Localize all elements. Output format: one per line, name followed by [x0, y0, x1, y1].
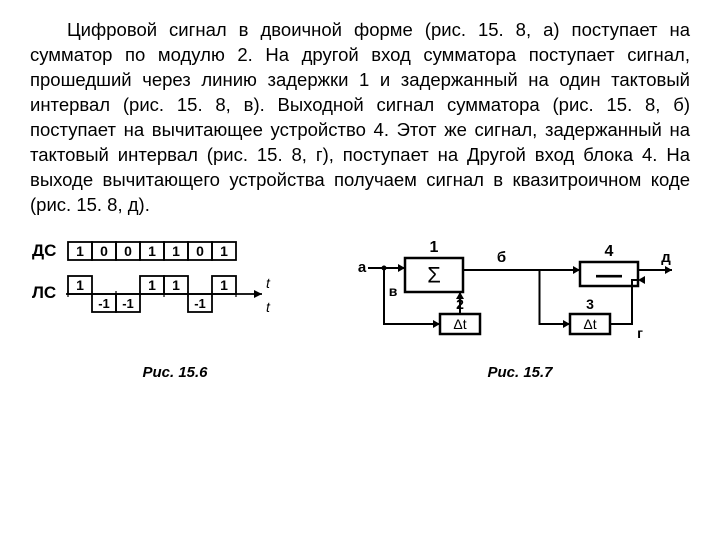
svg-text:1: 1: [148, 243, 156, 259]
svg-text:Δt: Δt: [453, 316, 466, 332]
svg-text:0: 0: [100, 243, 108, 259]
svg-text:в: в: [389, 283, 398, 299]
svg-text:а: а: [358, 259, 367, 276]
svg-text:д: д: [661, 249, 671, 266]
fig157-caption: Рис. 15.7: [350, 364, 690, 381]
svg-text:-1: -1: [122, 296, 134, 311]
figures-row: ДС1001101ЛСtt 1111-1-1-1 Рис. 15.6 Σ1—4Δ…: [30, 236, 690, 381]
svg-text:1: 1: [148, 277, 156, 293]
svg-text:t: t: [266, 299, 271, 315]
svg-text:—: —: [596, 259, 622, 289]
svg-text:1: 1: [172, 243, 180, 259]
body-paragraph: Цифровой сигнал в двоичной форме (рис. 1…: [30, 18, 690, 218]
svg-text:0: 0: [196, 243, 204, 259]
svg-text:1: 1: [220, 277, 228, 293]
svg-text:t: t: [266, 275, 271, 291]
svg-text:Σ: Σ: [427, 262, 441, 287]
svg-text:-1: -1: [194, 296, 206, 311]
svg-text:0: 0: [124, 243, 132, 259]
svg-text:ЛС: ЛС: [32, 283, 56, 302]
svg-text:б: б: [497, 249, 506, 266]
svg-text:1: 1: [430, 239, 439, 256]
svg-text:ДС: ДС: [32, 241, 56, 260]
svg-text:1: 1: [172, 277, 180, 293]
svg-text:1: 1: [220, 243, 228, 259]
svg-text:Δt: Δt: [583, 316, 596, 332]
svg-text:1: 1: [76, 277, 84, 293]
svg-text:1: 1: [76, 243, 84, 259]
figure-15-6: ДС1001101ЛСtt 1111-1-1-1 Рис. 15.6: [30, 236, 320, 381]
svg-text:-1: -1: [98, 296, 110, 311]
svg-text:4: 4: [605, 243, 614, 260]
svg-text:г: г: [637, 325, 643, 341]
svg-text:3: 3: [586, 296, 594, 312]
fig156-caption: Рис. 15.6: [30, 364, 320, 381]
figure-15-7: Σ1—4Δt2Δt3абгдв Рис. 15.7: [350, 236, 690, 381]
fig156-svg: ДС1001101ЛСtt 1111-1-1-1: [30, 236, 320, 356]
fig157-svg: Σ1—4Δt2Δt3абгдв: [350, 236, 690, 356]
